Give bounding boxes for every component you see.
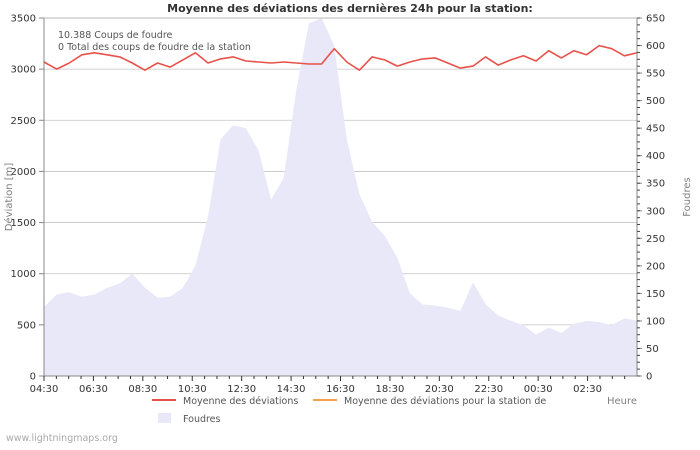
svg-text:18:30: 18:30 (376, 384, 405, 395)
svg-text:500: 500 (646, 96, 665, 107)
legend-label-deviations: Moyenne des déviations (183, 396, 298, 407)
svg-text:02:30: 02:30 (573, 384, 602, 395)
series-foudres-area (44, 18, 637, 376)
svg-text:12:30: 12:30 (227, 384, 256, 395)
svg-text:3000: 3000 (11, 65, 36, 76)
svg-text:500: 500 (17, 320, 36, 331)
svg-text:06:30: 06:30 (79, 384, 108, 395)
svg-text:350: 350 (646, 179, 665, 190)
y-axis-left-ticks: 0 500 1000 1500 2000 2500 3000 3500 (11, 14, 44, 383)
svg-text:1000: 1000 (11, 269, 36, 280)
series-moyenne-deviations-line (43, 44, 638, 71)
svg-text:14:30: 14:30 (277, 384, 306, 395)
svg-text:04:30: 04:30 (30, 384, 59, 395)
annotation-coups-de-foudre: 10.388 Coups de foudre (58, 30, 173, 41)
svg-text:400: 400 (646, 151, 665, 162)
svg-text:10:30: 10:30 (178, 384, 207, 395)
svg-text:250: 250 (646, 234, 665, 245)
svg-text:200: 200 (646, 261, 665, 272)
svg-text:1500: 1500 (11, 218, 36, 229)
svg-text:22:30: 22:30 (474, 384, 503, 395)
svg-text:150: 150 (646, 289, 665, 300)
legend-label-station-deviations: Moyenne des déviations pour la station d… (344, 396, 546, 407)
svg-text:550: 550 (646, 69, 665, 80)
x-axis-minor-ticks (55, 376, 626, 379)
legend-label-foudres: Foudres (183, 414, 221, 425)
y-axis-right-ticks: 0 50 100 150 200 250 300 350 400 450 500 550 600 650 (637, 14, 665, 383)
annotation-total-station: 0 Total des coups de foudre de la statio… (58, 42, 251, 53)
svg-text:0: 0 (646, 372, 652, 383)
svg-text:2500: 2500 (11, 116, 36, 127)
svg-text:600: 600 (646, 41, 665, 52)
y-axis-left-title: Déviation [m] (3, 163, 15, 232)
svg-text:00:30: 00:30 (524, 384, 553, 395)
svg-text:100: 100 (646, 316, 665, 327)
svg-text:20:30: 20:30 (425, 384, 454, 395)
legend-swatch-foudres (158, 413, 171, 423)
svg-text:0: 0 (30, 372, 36, 383)
svg-text:08:30: 08:30 (128, 384, 157, 395)
svg-text:3500: 3500 (11, 14, 36, 25)
x-axis-title: Heure (607, 396, 637, 407)
source-watermark: www.lightningmaps.org (6, 433, 118, 444)
svg-text:450: 450 (646, 124, 665, 135)
svg-text:50: 50 (646, 344, 659, 355)
svg-text:2000: 2000 (11, 167, 36, 178)
legend: Moyenne des déviations Moyenne des dévia… (152, 396, 546, 425)
svg-text:300: 300 (646, 206, 665, 217)
y-axis-right-title: Foudres (682, 177, 693, 216)
x-axis-ticks: 04:30 06:30 08:30 10:30 12:30 14:30 16:30 18:30… (30, 376, 602, 395)
page-title: Moyenne des déviations des dernières 24h… (167, 2, 533, 15)
svg-text:650: 650 (646, 14, 665, 25)
svg-text:16:30: 16:30 (326, 384, 355, 395)
